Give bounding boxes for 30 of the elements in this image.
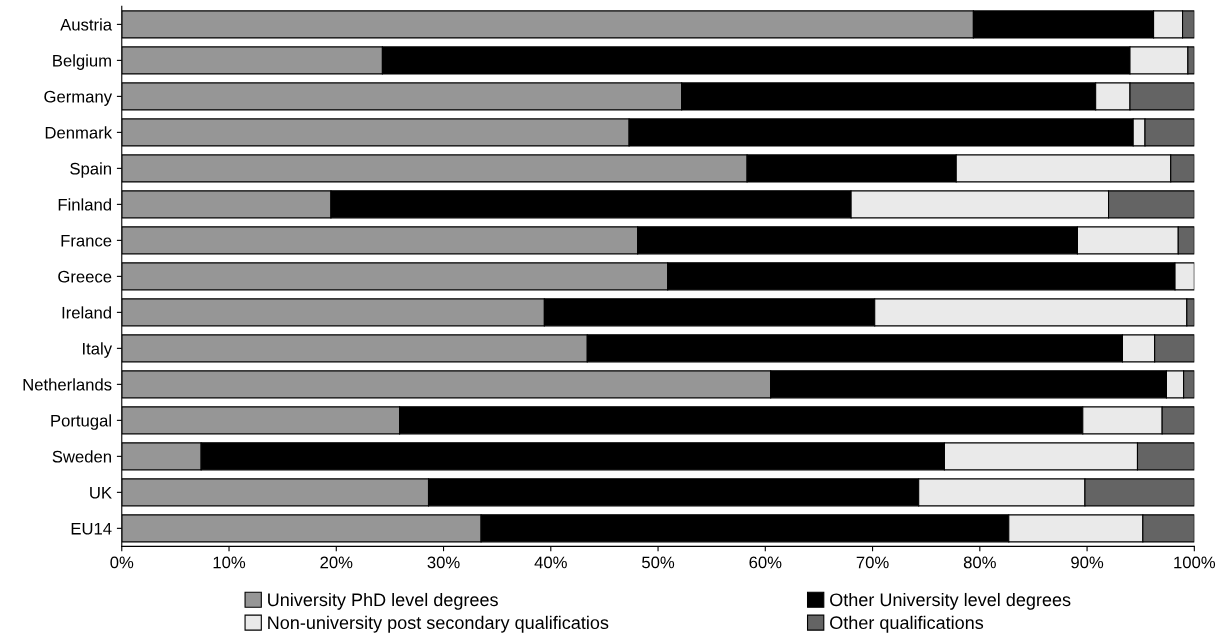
y-tick-label: Belgium bbox=[53, 54, 111, 70]
y-tick-label: Italy bbox=[83, 342, 113, 358]
y-tick-label: Denmark bbox=[45, 126, 113, 139]
x-tick-label: 90% bbox=[1071, 556, 1104, 569]
x-tick-label: 0% bbox=[110, 556, 134, 569]
legend-label: Non-university post secondary qualificatios bbox=[268, 615, 609, 633]
y-tick-label: EU14 bbox=[71, 522, 112, 535]
y-tick-label: UK bbox=[90, 486, 112, 499]
legend-label: Other qualifications bbox=[830, 615, 984, 633]
x-tick-label: 50% bbox=[642, 556, 675, 569]
y-tick-label: Austria bbox=[60, 18, 113, 31]
y-tick-label: Finland bbox=[58, 198, 111, 211]
y-tick-label: Greece bbox=[58, 270, 112, 283]
y-tick-label: Portugal bbox=[51, 414, 111, 430]
x-tick-label: 100% bbox=[1174, 556, 1216, 569]
x-tick-label: 10% bbox=[213, 556, 246, 569]
x-tick-label: 40% bbox=[534, 556, 567, 569]
x-tick-label: 20% bbox=[320, 556, 353, 569]
y-tick-label: Netherlands bbox=[23, 378, 112, 391]
x-tick-label: 80% bbox=[963, 556, 996, 569]
x-tick-label: 70% bbox=[856, 556, 889, 569]
y-tick-label: Sweden bbox=[52, 450, 111, 463]
legend-label: Other University level degrees bbox=[830, 592, 1071, 610]
x-tick-label: 30% bbox=[427, 556, 460, 569]
y-tick-label: France bbox=[61, 234, 112, 247]
x-tick-label: 60% bbox=[749, 556, 782, 569]
y-tick-label: Germany bbox=[44, 90, 113, 106]
y-tick-label: Ireland bbox=[62, 306, 111, 319]
y-tick-label: Spain bbox=[70, 162, 111, 178]
legend-label: University PhD level degrees bbox=[268, 592, 498, 610]
